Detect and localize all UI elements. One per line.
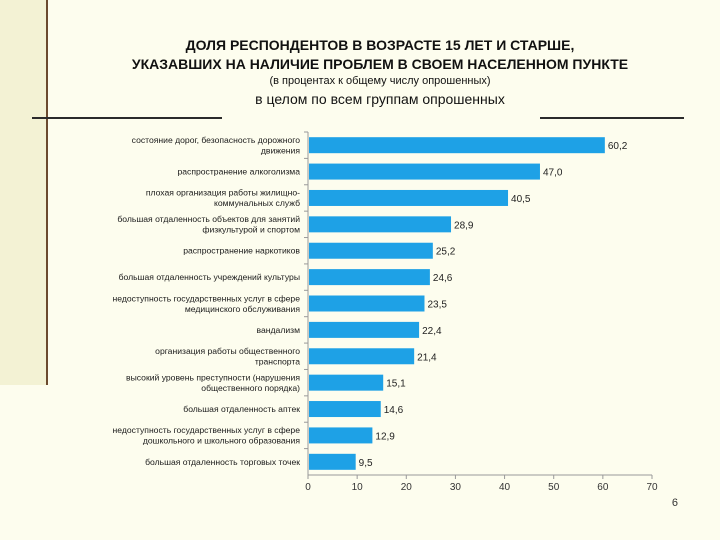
category-label: недоступность государственных услуг в сф… <box>113 293 301 303</box>
category-label: общественного порядка) <box>201 383 300 393</box>
bar <box>309 295 425 312</box>
category-label: медицинского обслуживания <box>185 304 300 314</box>
category-label: транспорта <box>255 357 300 367</box>
bar-value-label: 47,0 <box>543 168 563 179</box>
bar-value-label: 21,4 <box>417 352 437 363</box>
category-label: распространение алкоголизма <box>177 167 300 177</box>
bar-value-label: 24,6 <box>433 273 453 284</box>
bar-value-label: 12,9 <box>375 431 395 442</box>
bar-value-label: 14,6 <box>384 405 404 416</box>
category-label: организация работы общественного <box>155 346 300 356</box>
x-tick-label: 10 <box>352 482 364 493</box>
category-label: коммунальных служб <box>214 198 300 208</box>
bar-value-label: 25,2 <box>436 247 456 258</box>
chart-title-line-1: ДОЛЯ РЕСПОНДЕНТОВ В ВОЗРАСТЕ 15 ЛЕТ И СТ… <box>185 37 575 53</box>
chart-title-line-2: УКАЗАВШИХ НА НАЛИЧИЕ ПРОБЛЕМ В СВОЕМ НАС… <box>131 56 629 72</box>
bar <box>309 453 356 470</box>
bar-value-label: 40,5 <box>511 194 531 205</box>
bar-value-label: 60,2 <box>608 141 628 152</box>
bar-value-label: 9,5 <box>359 458 373 469</box>
bar <box>309 216 452 233</box>
bar <box>309 401 381 418</box>
bar-value-label: 15,1 <box>386 379 406 390</box>
bar <box>309 189 509 206</box>
bar <box>309 269 430 286</box>
x-tick-label: 60 <box>597 482 609 493</box>
category-label: распространение наркотиков <box>183 246 300 256</box>
category-label: физкультурой и спортом <box>202 225 300 235</box>
x-tick-label: 40 <box>499 482 511 493</box>
category-label: большая отдаленность торговых точек <box>145 457 300 467</box>
bar <box>309 321 420 338</box>
header-rule-right <box>540 117 684 119</box>
chart-subtitle: (в процентах к общему числу опрошенных) <box>269 75 491 87</box>
bar <box>309 374 384 391</box>
bar <box>309 137 605 154</box>
category-label: движения <box>261 145 300 155</box>
bar <box>309 163 540 180</box>
header-rule-left <box>32 117 222 119</box>
page-number: 6 <box>671 497 678 509</box>
bar <box>309 427 373 444</box>
x-tick-label: 50 <box>548 482 560 493</box>
category-label: вандализм <box>257 325 301 335</box>
category-label: большая отдаленность аптек <box>183 404 300 414</box>
category-label: высокий уровень преступности (нарушения <box>126 372 300 382</box>
category-label: большая отдаленность учреждений культуры <box>119 272 300 282</box>
x-tick-label: 30 <box>450 482 462 493</box>
category-label: дошкольного и школьного образования <box>143 436 301 446</box>
bar <box>309 348 415 365</box>
x-tick-label: 0 <box>305 482 311 493</box>
bar-value-label: 28,9 <box>454 220 474 231</box>
left-decor-band <box>0 0 48 385</box>
category-label: большая отдаленность объектов для заняти… <box>117 214 300 224</box>
x-tick-label: 70 <box>646 482 658 493</box>
chart-section-label: в целом по всем группам опрошенных <box>255 91 505 107</box>
category-label: плохая организация работы жилищно- <box>146 188 300 198</box>
bar <box>309 242 433 259</box>
category-label: недоступность государственных услуг в сф… <box>113 425 301 435</box>
x-tick-label: 20 <box>401 482 413 493</box>
bar-value-label: 23,5 <box>427 300 447 311</box>
category-label: состояние дорог, безопасность дорожного <box>132 135 301 145</box>
bar-value-label: 22,4 <box>422 326 442 337</box>
